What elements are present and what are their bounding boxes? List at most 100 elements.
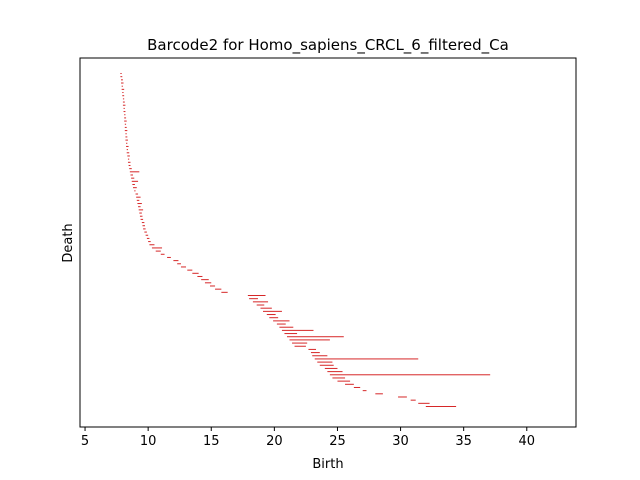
barcode-bar: [134, 190, 136, 192]
barcode-bar: [136, 196, 141, 198]
barcode-bar: [247, 295, 266, 296]
barcode-bar: [276, 323, 286, 325]
barcode-bar: [130, 174, 134, 176]
barcode-bar: [308, 348, 317, 350]
barcode-bar: [128, 164, 131, 166]
barcode-bar: [197, 275, 203, 277]
chart-title: Barcode2 for Homo_sapiens_CRCL_6_filtere…: [147, 36, 509, 55]
barcode-bar: [131, 180, 139, 182]
barcode-bar: [127, 158, 130, 160]
barcode-bar: [122, 104, 126, 106]
barcode-bar: [123, 111, 126, 113]
x-tick-label: 40: [519, 434, 536, 449]
barcode-bar: [126, 142, 128, 144]
barcode-bar: [312, 355, 328, 357]
barcode-bar: [221, 291, 228, 293]
barcode-bar: [148, 241, 151, 243]
barcode-bar: [329, 374, 491, 376]
barcode-bar: [122, 95, 125, 97]
y-axis-label: Death: [61, 223, 76, 262]
barcode-bar: [126, 145, 129, 147]
barcode-bar: [167, 256, 171, 258]
barcode-bar: [398, 396, 407, 398]
barcode-bar: [122, 101, 125, 103]
x-axis-ticks: 5 10 15 20 25 30 35 40: [81, 427, 535, 449]
barcode-bar: [177, 263, 181, 265]
barcode-bar: [294, 345, 306, 347]
bars-layer: [120, 73, 491, 407]
barcode-bar: [138, 206, 141, 208]
barcode-bar: [125, 133, 127, 135]
x-tick-label: 35: [455, 434, 472, 449]
barcode-bar: [319, 364, 334, 366]
barcode-bar: [121, 82, 124, 84]
barcode-bar: [155, 250, 161, 252]
barcode-bar: [327, 371, 343, 373]
barcode-bar: [126, 152, 130, 154]
barcode-bar: [209, 285, 216, 287]
barcode-bar: [273, 320, 290, 322]
barcode-bar: [141, 222, 145, 224]
barcode-bar: [332, 377, 346, 379]
barcode-bar: [187, 269, 193, 271]
barcode-bar: [160, 253, 165, 255]
barcode-bar: [151, 247, 163, 249]
barcode-bar: [263, 310, 282, 312]
barcode-bar: [136, 199, 140, 201]
barcode-bar: [127, 161, 131, 163]
barcode-bar: [127, 155, 130, 157]
barcode-bar: [192, 272, 199, 274]
barcode-bar: [144, 231, 147, 233]
barcode-bar: [180, 266, 187, 268]
barcode-bar: [129, 171, 140, 173]
barcode-bar: [124, 117, 127, 119]
barcode-bar: [345, 383, 354, 385]
barcode-bar: [256, 304, 265, 306]
barcode-bar: [125, 136, 128, 138]
barcode-bar: [286, 336, 344, 338]
barcode-bar: [138, 209, 144, 211]
barcode-bar: [121, 85, 123, 87]
barcode-bar: [123, 107, 125, 109]
barcode-bar: [146, 237, 150, 239]
barcode-bar: [124, 123, 127, 125]
barcode-bar: [121, 79, 123, 81]
barcode-bar: [149, 244, 155, 246]
barcode-bar: [137, 203, 142, 205]
barcode-bar: [249, 298, 258, 300]
x-tick-label: 10: [140, 434, 157, 449]
barcode-bar: [375, 393, 383, 395]
barcode-bar: [317, 361, 333, 363]
plot-frame: [79, 57, 577, 428]
barcode-bar: [124, 114, 126, 116]
barcode-bar: [281, 329, 314, 331]
barcode-bar: [292, 342, 308, 344]
barcode-bar: [121, 88, 125, 90]
barcode-bar: [131, 177, 135, 179]
barcode-bar: [132, 184, 135, 185]
barcode-bar: [140, 218, 144, 220]
barcode-bar: [215, 288, 222, 290]
barcode-bar: [324, 367, 338, 369]
x-axis-label: Birth: [312, 457, 343, 472]
barcode-bar: [173, 260, 179, 262]
x-tick-label: 20: [266, 434, 283, 449]
barcode-bar: [143, 228, 146, 230]
barcode-bar: [124, 130, 128, 132]
barcode-bar: [266, 314, 276, 316]
barcode-bar: [252, 301, 269, 303]
barcode-bar: [120, 73, 122, 74]
barcode-bar: [410, 399, 416, 401]
barcode-bar: [362, 390, 367, 392]
barcode-bar: [289, 339, 330, 341]
barcode-bar: [284, 333, 298, 335]
barcode-bar: [201, 279, 209, 281]
barcode-bar: [139, 215, 143, 217]
barcode-bar: [337, 380, 351, 382]
barcode-bar: [310, 352, 320, 354]
x-tick-label: 15: [203, 434, 220, 449]
barcode-bar: [124, 120, 127, 122]
barcode-bar: [135, 193, 139, 195]
barcode-bar: [204, 282, 212, 284]
